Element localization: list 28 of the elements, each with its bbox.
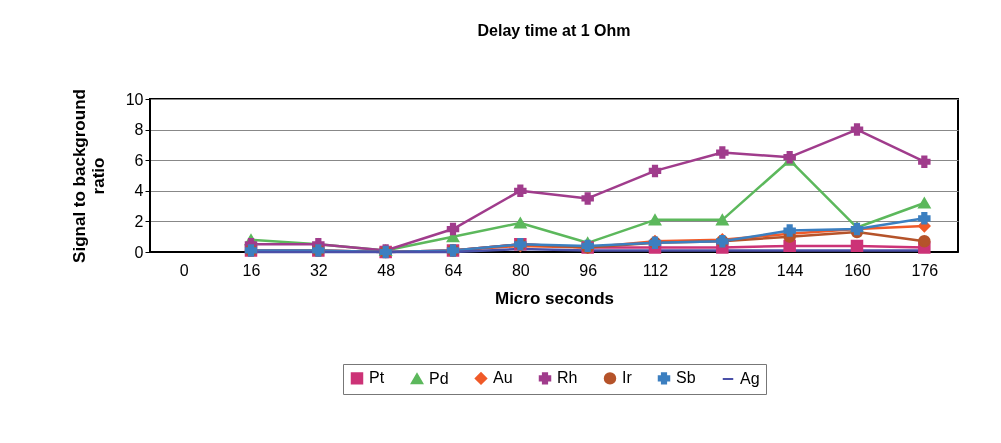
y-tick-label: 4 xyxy=(134,182,144,200)
x-axis-title: Micro seconds xyxy=(494,288,615,308)
y-axis-title: Signal to background ratio xyxy=(69,89,108,263)
legend-label: Au xyxy=(493,369,513,387)
y-tick-label: 0 xyxy=(134,243,144,261)
x-tick-label: 48 xyxy=(377,261,396,279)
x-tick-label: 16 xyxy=(242,261,261,279)
x-tick-label: 128 xyxy=(709,261,737,279)
y-tick-label: 10 xyxy=(125,90,144,108)
x-tick-label: 176 xyxy=(911,261,939,279)
y-tick-label: 6 xyxy=(134,151,144,169)
legend-label: Rh xyxy=(557,369,578,387)
y-tick-label: 8 xyxy=(134,121,144,139)
x-tick-label: 96 xyxy=(579,261,598,279)
legend-label: Sb xyxy=(676,369,696,387)
x-tick-label: 32 xyxy=(309,261,328,279)
x-tick-label: 80 xyxy=(511,261,530,279)
x-tick-label: 112 xyxy=(642,261,669,279)
y-tick-label: 2 xyxy=(134,212,144,230)
legend-label: Ir xyxy=(622,369,633,387)
legend-label: Ag xyxy=(740,370,760,387)
chart-title: Delay time at 1 Ohm xyxy=(477,21,631,39)
legend-label: Pd xyxy=(429,369,449,387)
x-tick-label: 64 xyxy=(444,261,463,279)
x-tick-label: 160 xyxy=(844,261,871,279)
x-tick-label: 0 xyxy=(179,261,189,279)
legend-label: Pt xyxy=(369,369,385,387)
x-tick-label: 144 xyxy=(776,261,804,279)
